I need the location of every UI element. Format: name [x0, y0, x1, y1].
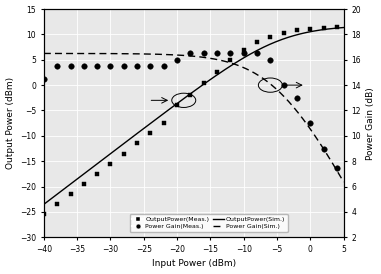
Y-axis label: Output Power (dBm): Output Power (dBm) — [6, 77, 14, 169]
X-axis label: Input Power (dBm): Input Power (dBm) — [152, 259, 236, 269]
Y-axis label: Power Gain (dB): Power Gain (dB) — [367, 87, 375, 159]
Legend: OutputPower(Meas.), Power Gain(Meas.), OutputPower(Sim.), Power Gain(Sim.): OutputPower(Meas.), Power Gain(Meas.), O… — [130, 214, 288, 232]
